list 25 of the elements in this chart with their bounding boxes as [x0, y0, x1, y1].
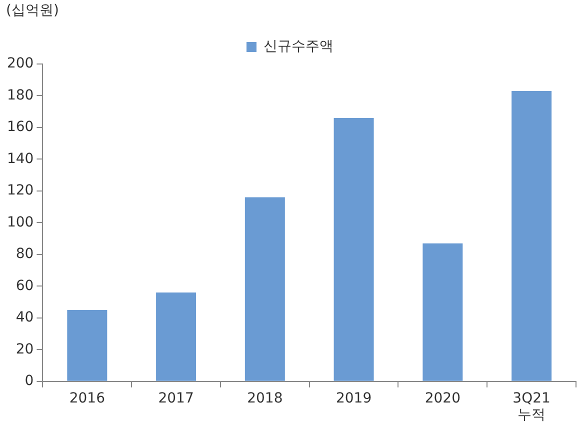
x-tick-label: 3Q21 누적	[512, 390, 550, 424]
x-tick-label: 2017	[158, 390, 194, 406]
y-tick-label: 20	[16, 341, 34, 358]
x-tick-label: 2016	[69, 390, 106, 406]
x-tick-label: 2019	[336, 390, 372, 406]
bar	[422, 243, 463, 381]
y-tick-label: 140	[6, 150, 34, 167]
y-tick-label: 60	[16, 278, 34, 294]
y-tick-label: 100	[6, 214, 34, 230]
x-tick-label: 2018	[247, 390, 283, 406]
y-axis-title: (십억원)	[6, 2, 59, 19]
y-tick-label: 80	[16, 246, 34, 262]
y-tick-label: 40	[16, 310, 34, 326]
bar	[156, 292, 196, 381]
bar	[334, 118, 374, 381]
y-tick-label: 160	[6, 119, 34, 136]
bar	[244, 197, 285, 381]
y-tick-label: 200	[6, 56, 34, 72]
bar	[67, 310, 108, 381]
y-tick-label: 0	[24, 373, 34, 390]
legend-label: 신규수주액	[264, 38, 334, 55]
bar	[512, 90, 552, 381]
y-tick-label: 180	[6, 87, 34, 104]
y-tick-label: 120	[6, 182, 34, 199]
x-tick-label: 2020	[424, 390, 460, 406]
